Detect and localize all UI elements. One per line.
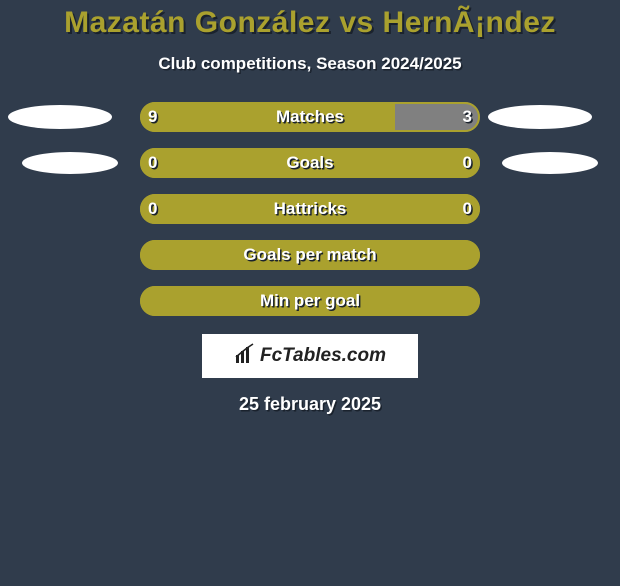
bar-track bbox=[140, 286, 480, 316]
player-ellipse-left bbox=[8, 105, 112, 129]
bar-right bbox=[310, 240, 480, 270]
bar-left bbox=[140, 286, 310, 316]
title-vs: vs bbox=[331, 6, 383, 39]
player-ellipse-left bbox=[22, 152, 118, 174]
bar-right bbox=[310, 286, 480, 316]
bar-track bbox=[140, 240, 480, 270]
bar-track bbox=[140, 102, 480, 132]
stat-row-hattricks: Hattricks00 bbox=[0, 194, 620, 224]
stat-row-goals-per-match: Goals per match bbox=[0, 240, 620, 270]
bar-left bbox=[140, 148, 310, 178]
bar-track bbox=[140, 194, 480, 224]
stat-row-matches: Matches93 bbox=[0, 102, 620, 132]
bar-right bbox=[310, 148, 480, 178]
fctables-logo-text: FcTables.com bbox=[260, 345, 386, 367]
comparison-title: Mazatán González vs HernÃ¡ndez bbox=[0, 6, 620, 40]
bar-track bbox=[140, 148, 480, 178]
stat-row-min-per-goal: Min per goal bbox=[0, 286, 620, 316]
comparison-subtitle: Club competitions, Season 2024/2025 bbox=[0, 54, 620, 74]
bars-icon bbox=[234, 343, 256, 370]
title-player-right: HernÃ¡ndez bbox=[383, 6, 556, 39]
bar-left bbox=[140, 240, 310, 270]
player-ellipse-right bbox=[488, 105, 592, 129]
comparison-chart: Matches93 Goals00 Hattricks00 Goals per mat… bbox=[0, 102, 620, 316]
stat-row-goals: Goals00 bbox=[0, 148, 620, 178]
bar-right bbox=[395, 102, 480, 132]
bar-right bbox=[310, 194, 480, 224]
player-ellipse-right bbox=[502, 152, 598, 174]
snapshot-date: 25 february 2025 bbox=[0, 394, 620, 415]
fctables-logo: FcTables.com bbox=[202, 334, 418, 378]
title-player-left: Mazatán González bbox=[64, 6, 330, 39]
bar-left bbox=[140, 194, 310, 224]
bar-left bbox=[140, 102, 395, 132]
